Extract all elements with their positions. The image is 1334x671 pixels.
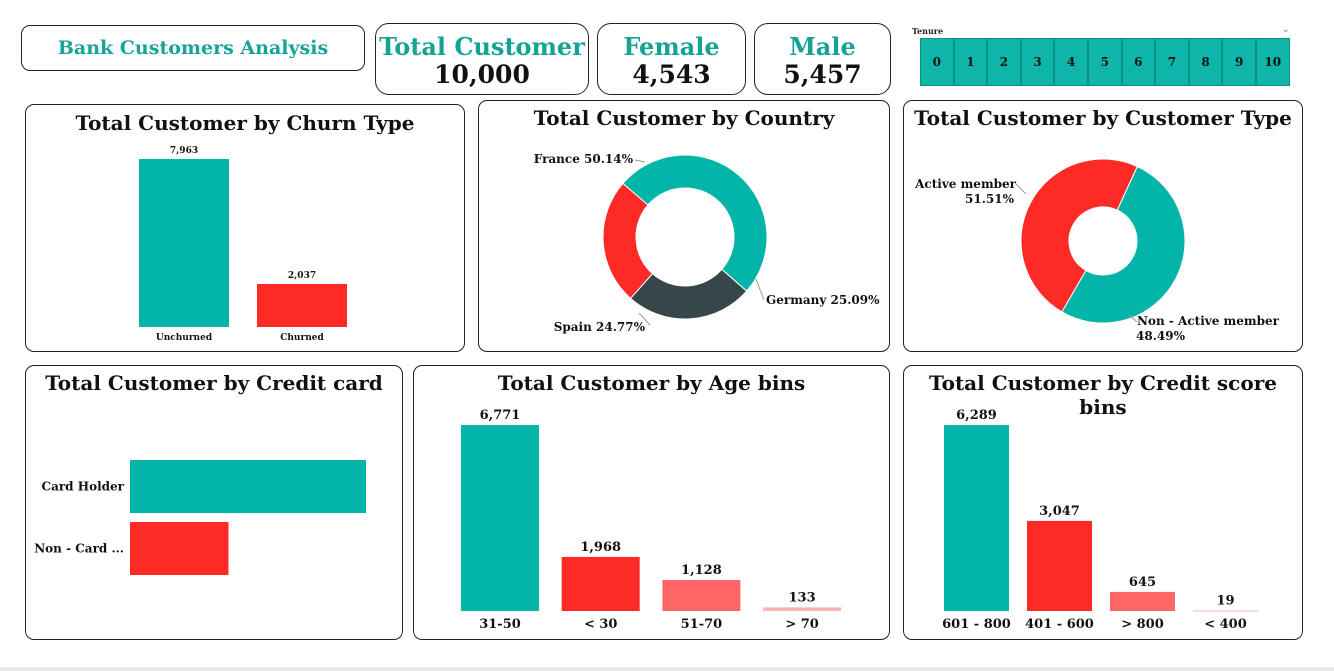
slice-label: Germany 25.09% [766, 293, 880, 307]
category-label: > 70 [785, 617, 819, 632]
tenure-option-5[interactable]: 5 [1087, 38, 1122, 86]
tenure-slicer-buttons: 0 1 2 3 4 5 6 7 8 9 10 [920, 38, 1290, 86]
panel-title: Total Customer by Credit card [45, 371, 383, 395]
bar-2 [662, 580, 741, 611]
category-label: > 800 [1121, 617, 1164, 632]
data-label: 133 [789, 590, 816, 605]
panel-title: Total Customer by Churn Type [75, 111, 415, 135]
category-label: Card Holder [42, 480, 125, 494]
age-bins-chart: 6,771 31-50 1,968 < 30 1,128 51-70 133 > 70 [461, 408, 842, 632]
category-label: < 30 [584, 617, 618, 632]
tenure-option-2[interactable]: 2 [987, 38, 1021, 86]
slice-0 [622, 154, 768, 292]
bar-0 [461, 425, 539, 611]
data-label: 7,963 [170, 146, 198, 156]
leader-line [1128, 314, 1138, 323]
tenure-slicer-label: Tenure [912, 26, 944, 36]
tenure-slicer: Tenure ⌄ 0 1 2 3 4 5 6 7 8 9 10 [910, 24, 1300, 90]
slice-2 [602, 182, 654, 300]
tenure-option-3[interactable]: 3 [1020, 38, 1055, 86]
bar-0 [944, 425, 1009, 611]
tenure-option-1[interactable]: 1 [953, 38, 988, 86]
kpi-male: Male 5,457 [754, 23, 891, 95]
data-label: 2,037 [288, 271, 316, 281]
chevron-down-icon[interactable]: ⌄ [1281, 24, 1290, 35]
bar-1 [130, 522, 229, 575]
kpi-value: 5,457 [783, 60, 862, 89]
leader-line [1015, 183, 1027, 195]
kpi-female: Female 4,543 [597, 23, 746, 95]
data-label: 6,771 [480, 408, 521, 423]
leader-line [755, 278, 765, 301]
panel-title: Total Customer by Age bins [497, 371, 806, 395]
bar-0 [130, 460, 366, 513]
bar-0 [139, 159, 229, 327]
credit-score-bins-chart: 6,289 601 - 800 3,047 401 - 600 645 > 800 19 < … [942, 408, 1258, 632]
bar-3 [763, 607, 842, 611]
tenure-option-9[interactable]: 9 [1222, 38, 1256, 86]
kpi-total-customer: Total Customer 10,000 [375, 23, 589, 95]
slice-label: France 50.14% [534, 152, 634, 166]
bar-3 [1193, 610, 1258, 612]
kpi-label: Total Customer [379, 32, 585, 61]
category-label: 31-50 [479, 617, 521, 632]
slice-category-label: Non - Active member [1137, 314, 1280, 328]
credit-card-chart: Card Holder Non - Card ... [34, 460, 366, 575]
kpi-value: 4,543 [632, 60, 711, 89]
category-label: < 400 [1204, 617, 1247, 632]
category-label: Churned [280, 333, 324, 343]
dashboard-title-card: Bank Customers Analysis [21, 25, 365, 71]
category-label: Unchurned [156, 333, 213, 343]
panel-credit-score-bins: Total Customer by Credit score bins 6,28… [903, 365, 1303, 640]
category-label: Non - Card ... [34, 542, 124, 556]
bar-1 [561, 556, 640, 611]
category-label: 601 - 800 [942, 617, 1011, 632]
bar-1 [257, 284, 347, 327]
slice-label: Spain 24.77% [554, 320, 646, 334]
slice-category-label: Active member [914, 177, 1017, 191]
slice-percent-label: 48.49% [1136, 329, 1186, 343]
data-label: 1,128 [681, 563, 722, 578]
kpi-label: Female [623, 32, 720, 61]
panel-title: Total Customer by Credit score bins [929, 371, 1277, 419]
kpi-label: Male [789, 32, 856, 61]
panel-country: Total Customer by Country France 50.14% G… [478, 100, 890, 352]
slice-0 [1061, 165, 1186, 324]
kpi-value: 10,000 [434, 60, 530, 89]
panel-customer-type: Total Customer by Customer Type Active m… [903, 100, 1303, 352]
tenure-option-0[interactable]: 0 [920, 38, 954, 86]
panel-title: Total Customer by Customer Type [914, 106, 1292, 130]
slice-percent-label: 51.51% [965, 192, 1015, 206]
dashboard-title: Bank Customers Analysis [57, 37, 329, 59]
panel-churn: Total Customer by Churn Type 7,963 Unchur… [25, 104, 465, 352]
tenure-option-4[interactable]: 4 [1054, 38, 1088, 86]
data-label: 1,968 [580, 540, 621, 555]
tenure-option-7[interactable]: 7 [1155, 38, 1189, 86]
category-label: 401 - 600 [1025, 617, 1094, 632]
data-label: 6,289 [956, 408, 997, 423]
panel-credit-card: Total Customer by Credit card Card Holde… [25, 365, 403, 640]
data-label: 19 [1216, 593, 1234, 608]
tenure-option-6[interactable]: 6 [1121, 38, 1156, 86]
slice-1 [1020, 158, 1138, 313]
leader-line [634, 159, 646, 163]
country-chart: France 50.14% Germany 25.09% Spain 24.77% [534, 152, 880, 334]
panel-age-bins: Total Customer by Age bins 6,771 31-50 1,9… [413, 365, 890, 640]
bar-1 [1027, 520, 1092, 611]
churn-chart: 7,963 Unchurned 2,037 Churned [139, 146, 347, 343]
data-label: 3,047 [1039, 504, 1080, 519]
tenure-option-10[interactable]: 10 [1255, 38, 1290, 86]
tenure-option-8[interactable]: 8 [1188, 38, 1223, 86]
leader-line [638, 312, 651, 326]
data-label: 645 [1129, 575, 1156, 590]
panel-title: Total Customer by Country [533, 106, 835, 130]
bar-2 [1110, 591, 1175, 611]
category-label: 51-70 [681, 617, 723, 632]
